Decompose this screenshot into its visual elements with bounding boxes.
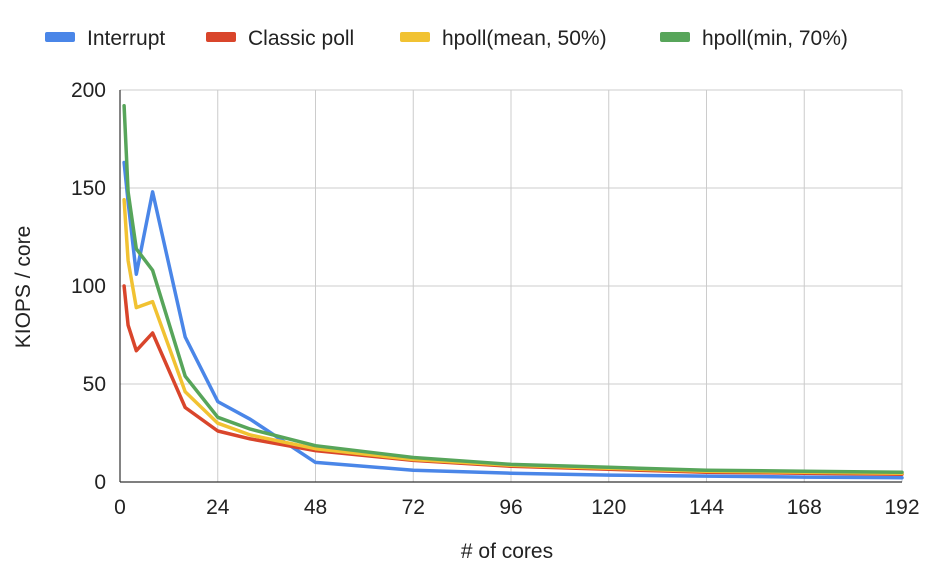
x-tick-label: 0	[114, 496, 126, 519]
legend-swatch-interrupt	[45, 32, 75, 42]
x-tick-label: 168	[787, 496, 822, 519]
x-axis-title: # of cores	[461, 540, 553, 563]
y-tick-label: 150	[71, 177, 106, 200]
x-tick-label: 120	[591, 496, 626, 519]
y-axis-title: KIOPS / core	[12, 226, 35, 349]
legend-label-hpoll-min-70: hpoll(min, 70%)	[702, 27, 848, 50]
x-tick-label: 144	[689, 496, 724, 519]
legend-swatch-classic-poll	[206, 32, 236, 42]
grid-lines	[120, 89, 903, 482]
y-tick-label: 50	[83, 373, 106, 396]
y-tick-label: 0	[94, 471, 106, 494]
y-tick-label: 200	[71, 79, 106, 102]
axes	[119, 90, 902, 483]
series-lines	[122, 103, 904, 480]
x-tick-labels: 0 24 48 72 96 120 144 168 192	[114, 496, 919, 519]
x-tick-label: 24	[206, 496, 230, 519]
y-tick-labels: 0 50 100 150 200	[71, 79, 106, 494]
x-tick-label: 72	[402, 496, 425, 519]
legend-swatch-hpoll-min-70	[660, 32, 690, 42]
x-tick-label: 96	[499, 496, 522, 519]
y-tick-label: 100	[71, 275, 106, 298]
legend-label-hpoll-mean-50: hpoll(mean, 50%)	[442, 27, 607, 50]
legend-swatch-hpoll-mean-50	[400, 32, 430, 42]
legend: Interrupt Classic poll hpoll(mean, 50%) hpo…	[45, 27, 848, 50]
x-tick-label: 48	[304, 496, 327, 519]
series-line-hpoll-min-70	[122, 103, 904, 474]
x-tick-label: 192	[884, 496, 919, 519]
series-line-classic-poll	[122, 284, 904, 476]
legend-label-classic-poll: Classic poll	[248, 27, 354, 50]
series-line-hpoll-mean-50	[122, 198, 904, 475]
legend-label-interrupt: Interrupt	[87, 27, 165, 50]
